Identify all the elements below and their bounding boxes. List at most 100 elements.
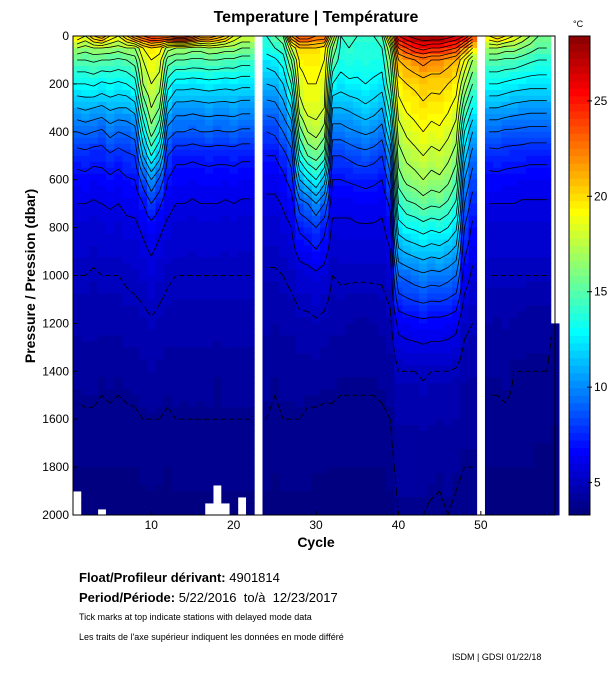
heatmap-cell xyxy=(377,41,387,49)
heatmap-cell xyxy=(460,239,469,246)
heatmap-cell xyxy=(460,59,469,67)
heatmap-cell xyxy=(188,119,197,127)
y-tick-label: 400 xyxy=(49,125,69,139)
heatmap-cell xyxy=(353,389,362,396)
heatmap-cell xyxy=(130,179,140,187)
heatmap-cell xyxy=(196,365,206,372)
heatmap-cell xyxy=(526,59,535,67)
heatmap-cell xyxy=(180,293,189,300)
heatmap-cell xyxy=(336,221,346,228)
heatmap-cell xyxy=(320,287,329,294)
heatmap-cell xyxy=(278,425,288,432)
heatmap-cell xyxy=(336,215,346,223)
heatmap-cell xyxy=(394,401,403,408)
heatmap-cell xyxy=(484,371,494,378)
heatmap-cell xyxy=(369,215,379,223)
heatmap-cell xyxy=(155,281,165,288)
heatmap-cell xyxy=(204,95,214,103)
heatmap-cell xyxy=(287,245,296,252)
heatmap-cell xyxy=(138,389,148,396)
heatmap-cell xyxy=(262,353,272,360)
heatmap-cell xyxy=(262,143,272,151)
heatmap-cell xyxy=(443,125,453,133)
heatmap-cell xyxy=(81,161,90,169)
heatmap-cell xyxy=(188,143,197,151)
heatmap-cell xyxy=(460,197,469,205)
heatmap-cell xyxy=(402,407,412,414)
heatmap-cell xyxy=(105,509,115,516)
heatmap-cell xyxy=(73,425,82,432)
heatmap-cell xyxy=(237,359,247,366)
heatmap-cell xyxy=(196,491,206,498)
heatmap-cell xyxy=(394,269,403,276)
heatmap-cell xyxy=(163,251,173,258)
heatmap-cell xyxy=(163,347,173,354)
heatmap-cell xyxy=(435,263,445,270)
heatmap-cell xyxy=(89,383,99,390)
heatmap-cell xyxy=(311,89,321,97)
heatmap-cell xyxy=(97,89,107,97)
heatmap-cell xyxy=(377,353,387,360)
heatmap-cell xyxy=(402,485,412,492)
heatmap-cell xyxy=(163,437,173,444)
heatmap-cell xyxy=(114,485,123,492)
heatmap-cell xyxy=(196,227,206,234)
heatmap-cell xyxy=(452,257,461,264)
heatmap-cell xyxy=(410,125,420,133)
heatmap-cell xyxy=(278,503,288,510)
heatmap-cell xyxy=(517,197,527,205)
heatmap-cell xyxy=(336,125,346,133)
heatmap-cell xyxy=(353,383,362,390)
heatmap-cell xyxy=(262,407,272,414)
heatmap-cell xyxy=(147,263,156,270)
heatmap-cell xyxy=(369,179,379,187)
heatmap-cell xyxy=(542,47,552,55)
heatmap-cell xyxy=(443,407,453,414)
heatmap-cell xyxy=(443,413,453,420)
heatmap-cell xyxy=(213,209,222,217)
heatmap-cell xyxy=(122,323,132,330)
heatmap-cell xyxy=(501,401,511,408)
heatmap-cell xyxy=(295,179,305,187)
heatmap-cell xyxy=(204,203,214,211)
heatmap-cell xyxy=(353,323,362,330)
heatmap-cell xyxy=(155,293,165,300)
heatmap-cell xyxy=(336,335,346,342)
heatmap-cell xyxy=(122,263,132,270)
heatmap-cell xyxy=(105,443,115,450)
heatmap-cell xyxy=(196,197,206,205)
heatmap-cell xyxy=(163,185,173,193)
heatmap-cell xyxy=(509,461,519,468)
heatmap-cell xyxy=(336,401,346,408)
heatmap-cell xyxy=(114,71,123,79)
heatmap-cell xyxy=(526,65,535,73)
heatmap-cell xyxy=(542,197,552,205)
heatmap-cell xyxy=(534,77,544,85)
heatmap-cell xyxy=(246,281,255,288)
colorbar-swatch xyxy=(569,320,590,329)
heatmap-cell xyxy=(287,125,296,133)
heatmap-cell xyxy=(278,101,288,109)
heatmap-cell xyxy=(295,53,305,61)
heatmap-cell xyxy=(501,299,511,306)
heatmap-cell xyxy=(311,137,321,145)
heatmap-cell xyxy=(295,215,305,223)
heatmap-cell xyxy=(311,299,321,306)
heatmap-cell xyxy=(410,437,420,444)
heatmap-cell xyxy=(534,251,544,258)
heatmap-cell xyxy=(534,431,544,438)
heatmap-cell xyxy=(435,269,445,276)
heatmap-cell xyxy=(501,131,511,139)
heatmap-cell xyxy=(361,245,371,252)
heatmap-cell xyxy=(344,407,354,414)
heatmap-cell xyxy=(452,425,461,432)
heatmap-cell xyxy=(221,365,230,372)
heatmap-cell xyxy=(526,53,535,61)
heatmap-cell xyxy=(237,323,247,330)
heatmap-cell xyxy=(246,305,255,312)
heatmap-cell xyxy=(484,107,494,115)
heatmap-cell xyxy=(419,95,428,103)
heatmap-cell xyxy=(468,509,478,516)
heatmap-cell xyxy=(188,311,197,318)
heatmap-cell xyxy=(163,191,173,199)
